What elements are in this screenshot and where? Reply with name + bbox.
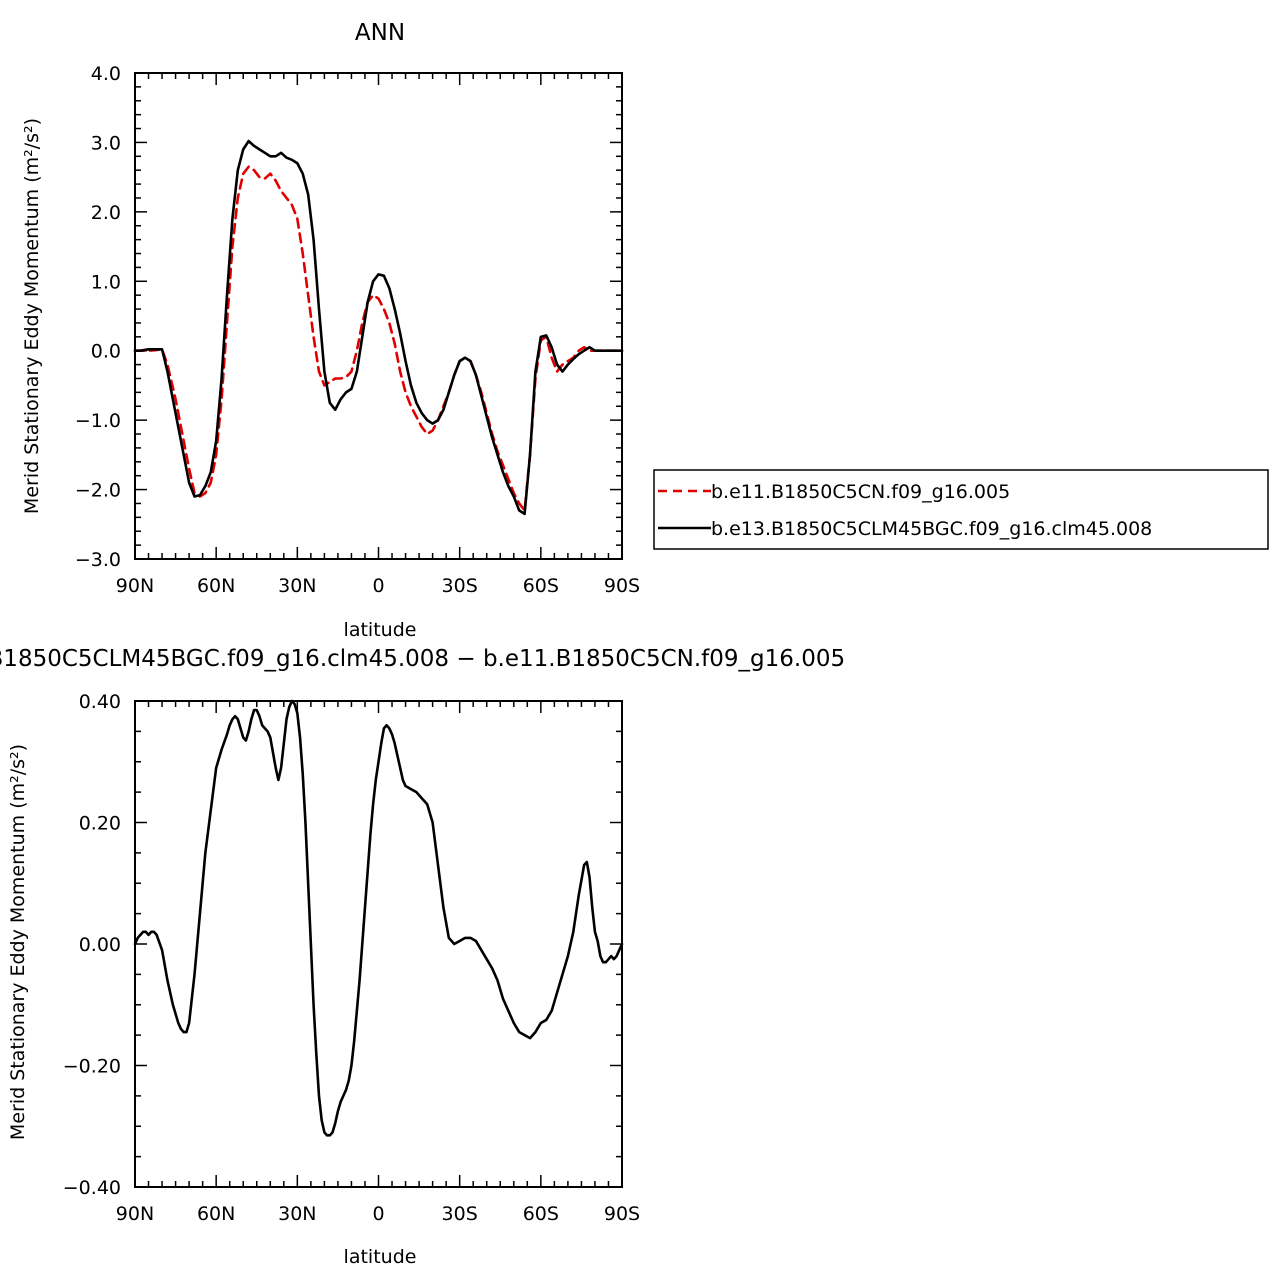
top-y-tick-label: 0.0	[91, 341, 121, 363]
top-y-tick-label: 3.0	[91, 132, 121, 154]
top-plot-title: ANN	[355, 20, 405, 46]
bottom-y-tick-label: 0.20	[79, 813, 121, 835]
top-series-line-2	[133, 139, 624, 516]
bottom-plot-title: b.e13.B1850C5CLM45BGC.f09_g16.clm45.008 …	[0, 646, 845, 672]
top-y-tick-label: −2.0	[75, 480, 121, 502]
bottom-y-tick-label: 0.00	[79, 934, 121, 956]
bottom-x-tick-label: 90S	[604, 1203, 640, 1225]
top-axes: 90N 60N 30N 0 30S 60S 90S 4.0 3.0 2.0 1.0 0.0 −1.0 −2…	[75, 63, 640, 597]
bottom-x-tick-label: 60N	[197, 1203, 235, 1225]
top-y-tick-label: 1.0	[91, 271, 121, 293]
bottom-x-axis-title: latitude	[344, 1246, 417, 1268]
legend: b.e11.B1850C5CN.f09_g16.005 b.e13.B1850C…	[653, 469, 1269, 550]
legend-box	[653, 469, 1269, 550]
bottom-x-tick-label: 60S	[523, 1203, 559, 1225]
top-x-tick-label: 30N	[278, 575, 316, 597]
legend-label-series-1: b.e11.B1850C5CN.f09_g16.005	[711, 481, 1010, 503]
bottom-plot-frame	[134, 700, 623, 1188]
bottom-x-tick-label: 30S	[442, 1203, 478, 1225]
bottom-x-tick-label: 30N	[278, 1203, 316, 1225]
top-x-tick-label: 60N	[197, 575, 235, 597]
bottom-y-tick-label: 0.40	[79, 691, 121, 713]
top-x-tick-label: 30S	[442, 575, 478, 597]
bottom-y-axis-title: Merid Stationary Eddy Momentum (m²/s²)	[7, 744, 29, 1140]
top-y-tick-label: 2.0	[91, 202, 121, 224]
top-y-tick-label: −1.0	[75, 410, 121, 432]
bottom-series-line-1	[133, 699, 624, 1137]
bottom-x-tick-label: 0	[372, 1203, 384, 1225]
bottom-panel: b.e13.B1850C5CLM45BGC.f09_g16.clm45.008 …	[0, 646, 845, 1268]
top-x-tick-label: 60S	[523, 575, 559, 597]
top-x-axis-title: latitude	[344, 619, 417, 641]
top-series-line-1	[133, 165, 624, 512]
top-x-tick-label: 90S	[604, 575, 640, 597]
top-y-tick-label: 4.0	[91, 63, 121, 85]
top-y-tick-label: −3.0	[75, 549, 121, 571]
top-panel: ANN latitude Merid Stationary Eddy Momen…	[21, 20, 640, 641]
legend-label-series-2: b.e13.B1850C5CLM45BGC.f09_g16.clm45.008	[711, 518, 1152, 540]
top-x-tick-label: 0	[372, 575, 384, 597]
bottom-axes: 90N 60N 30N 0 30S 60S 90S 0.40 0.20 0.00 −0.20 −0.4…	[63, 691, 640, 1225]
top-x-tick-label: 90N	[116, 575, 154, 597]
top-y-axis-title: Merid Stationary Eddy Momentum (m²/s²)	[21, 118, 43, 514]
bottom-y-tick-label: −0.20	[63, 1056, 121, 1078]
bottom-y-tick-label: −0.40	[63, 1177, 121, 1199]
bottom-x-tick-label: 90N	[116, 1203, 154, 1225]
